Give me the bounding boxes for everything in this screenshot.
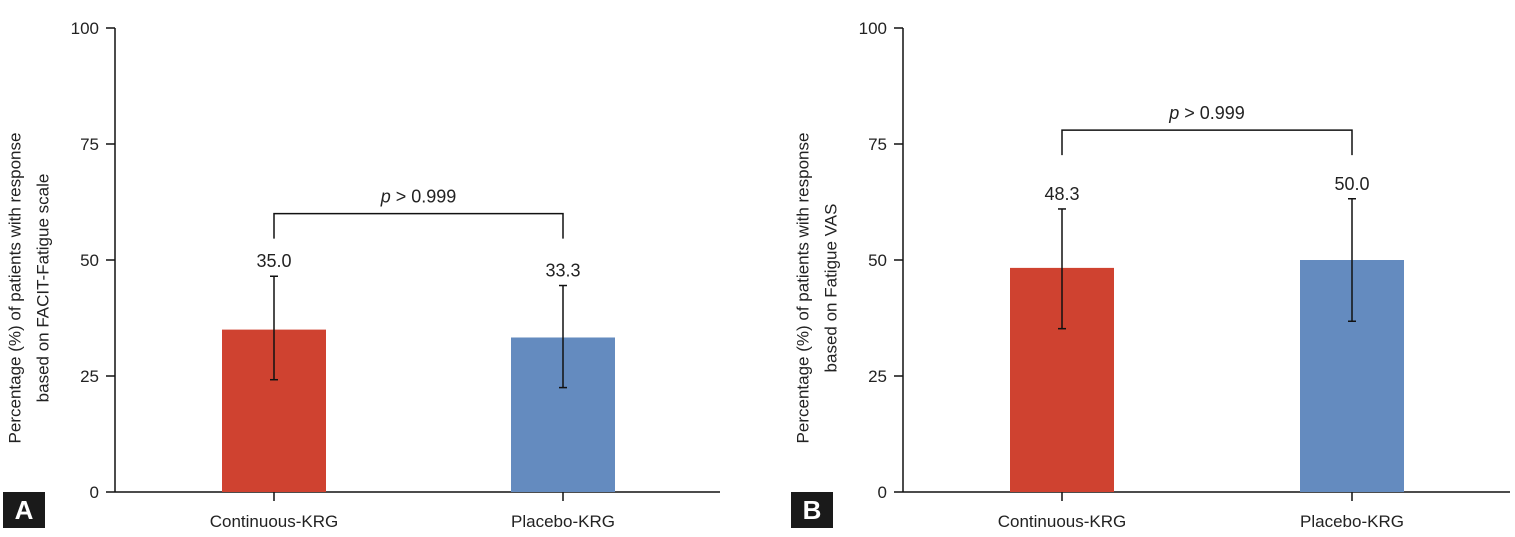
- x-category-label: Continuous-KRG: [998, 512, 1127, 531]
- p-value-label: p > 0.999: [380, 187, 457, 207]
- chart-panel-b: 0 25 50 75 100 Continuous-KRG 48.3 Placebo-KRG 5…: [791, 19, 1510, 531]
- p-symbol: p: [380, 187, 391, 207]
- p-value-text: > 0.999: [391, 187, 457, 207]
- comparison-bracket: [1061, 129, 1353, 156]
- y-tick-label: 50: [868, 251, 887, 270]
- y-axis-title-line: based on FACIT-Fatigue scale: [33, 174, 52, 403]
- chart-panel-a: 0 25 50 75 100 Continuous-KRG 35.0 Placebo-KRG 3…: [3, 19, 720, 531]
- panel-letter-box: [791, 492, 833, 528]
- y-axis-title-line: based on Fatigue VAS: [821, 204, 840, 373]
- panel-letter: A: [15, 495, 34, 525]
- p-value-text: > 0.999: [1179, 103, 1245, 123]
- y-axis-title-line: Percentage (%) of patients with response: [5, 133, 24, 444]
- y-axis-title-line: Percentage (%) of patients with response: [793, 133, 812, 444]
- y-tick-label: 100: [859, 19, 887, 38]
- y-tick-label: 75: [868, 135, 887, 154]
- x-category-label: Placebo-KRG: [1300, 512, 1404, 531]
- panel-letter: B: [803, 495, 822, 525]
- y-tick-label: 0: [878, 483, 887, 502]
- p-symbol: p: [1168, 103, 1179, 123]
- y-tick-label: 25: [868, 367, 887, 386]
- data-label: 35.0: [256, 251, 291, 271]
- y-tick-label: 25: [80, 367, 99, 386]
- panel-letter-box: [3, 492, 45, 528]
- data-label: 33.3: [545, 261, 580, 281]
- p-value-label: p > 0.999: [1168, 103, 1245, 123]
- y-tick-label: 100: [71, 19, 99, 38]
- y-tick-label: 75: [80, 135, 99, 154]
- y-tick-label: 50: [80, 251, 99, 270]
- comparison-bracket: [273, 212, 564, 239]
- data-label: 48.3: [1044, 184, 1079, 204]
- x-category-label: Placebo-KRG: [511, 512, 615, 531]
- data-label: 50.0: [1334, 174, 1369, 194]
- y-tick-label: 0: [90, 483, 99, 502]
- x-category-label: Continuous-KRG: [210, 512, 339, 531]
